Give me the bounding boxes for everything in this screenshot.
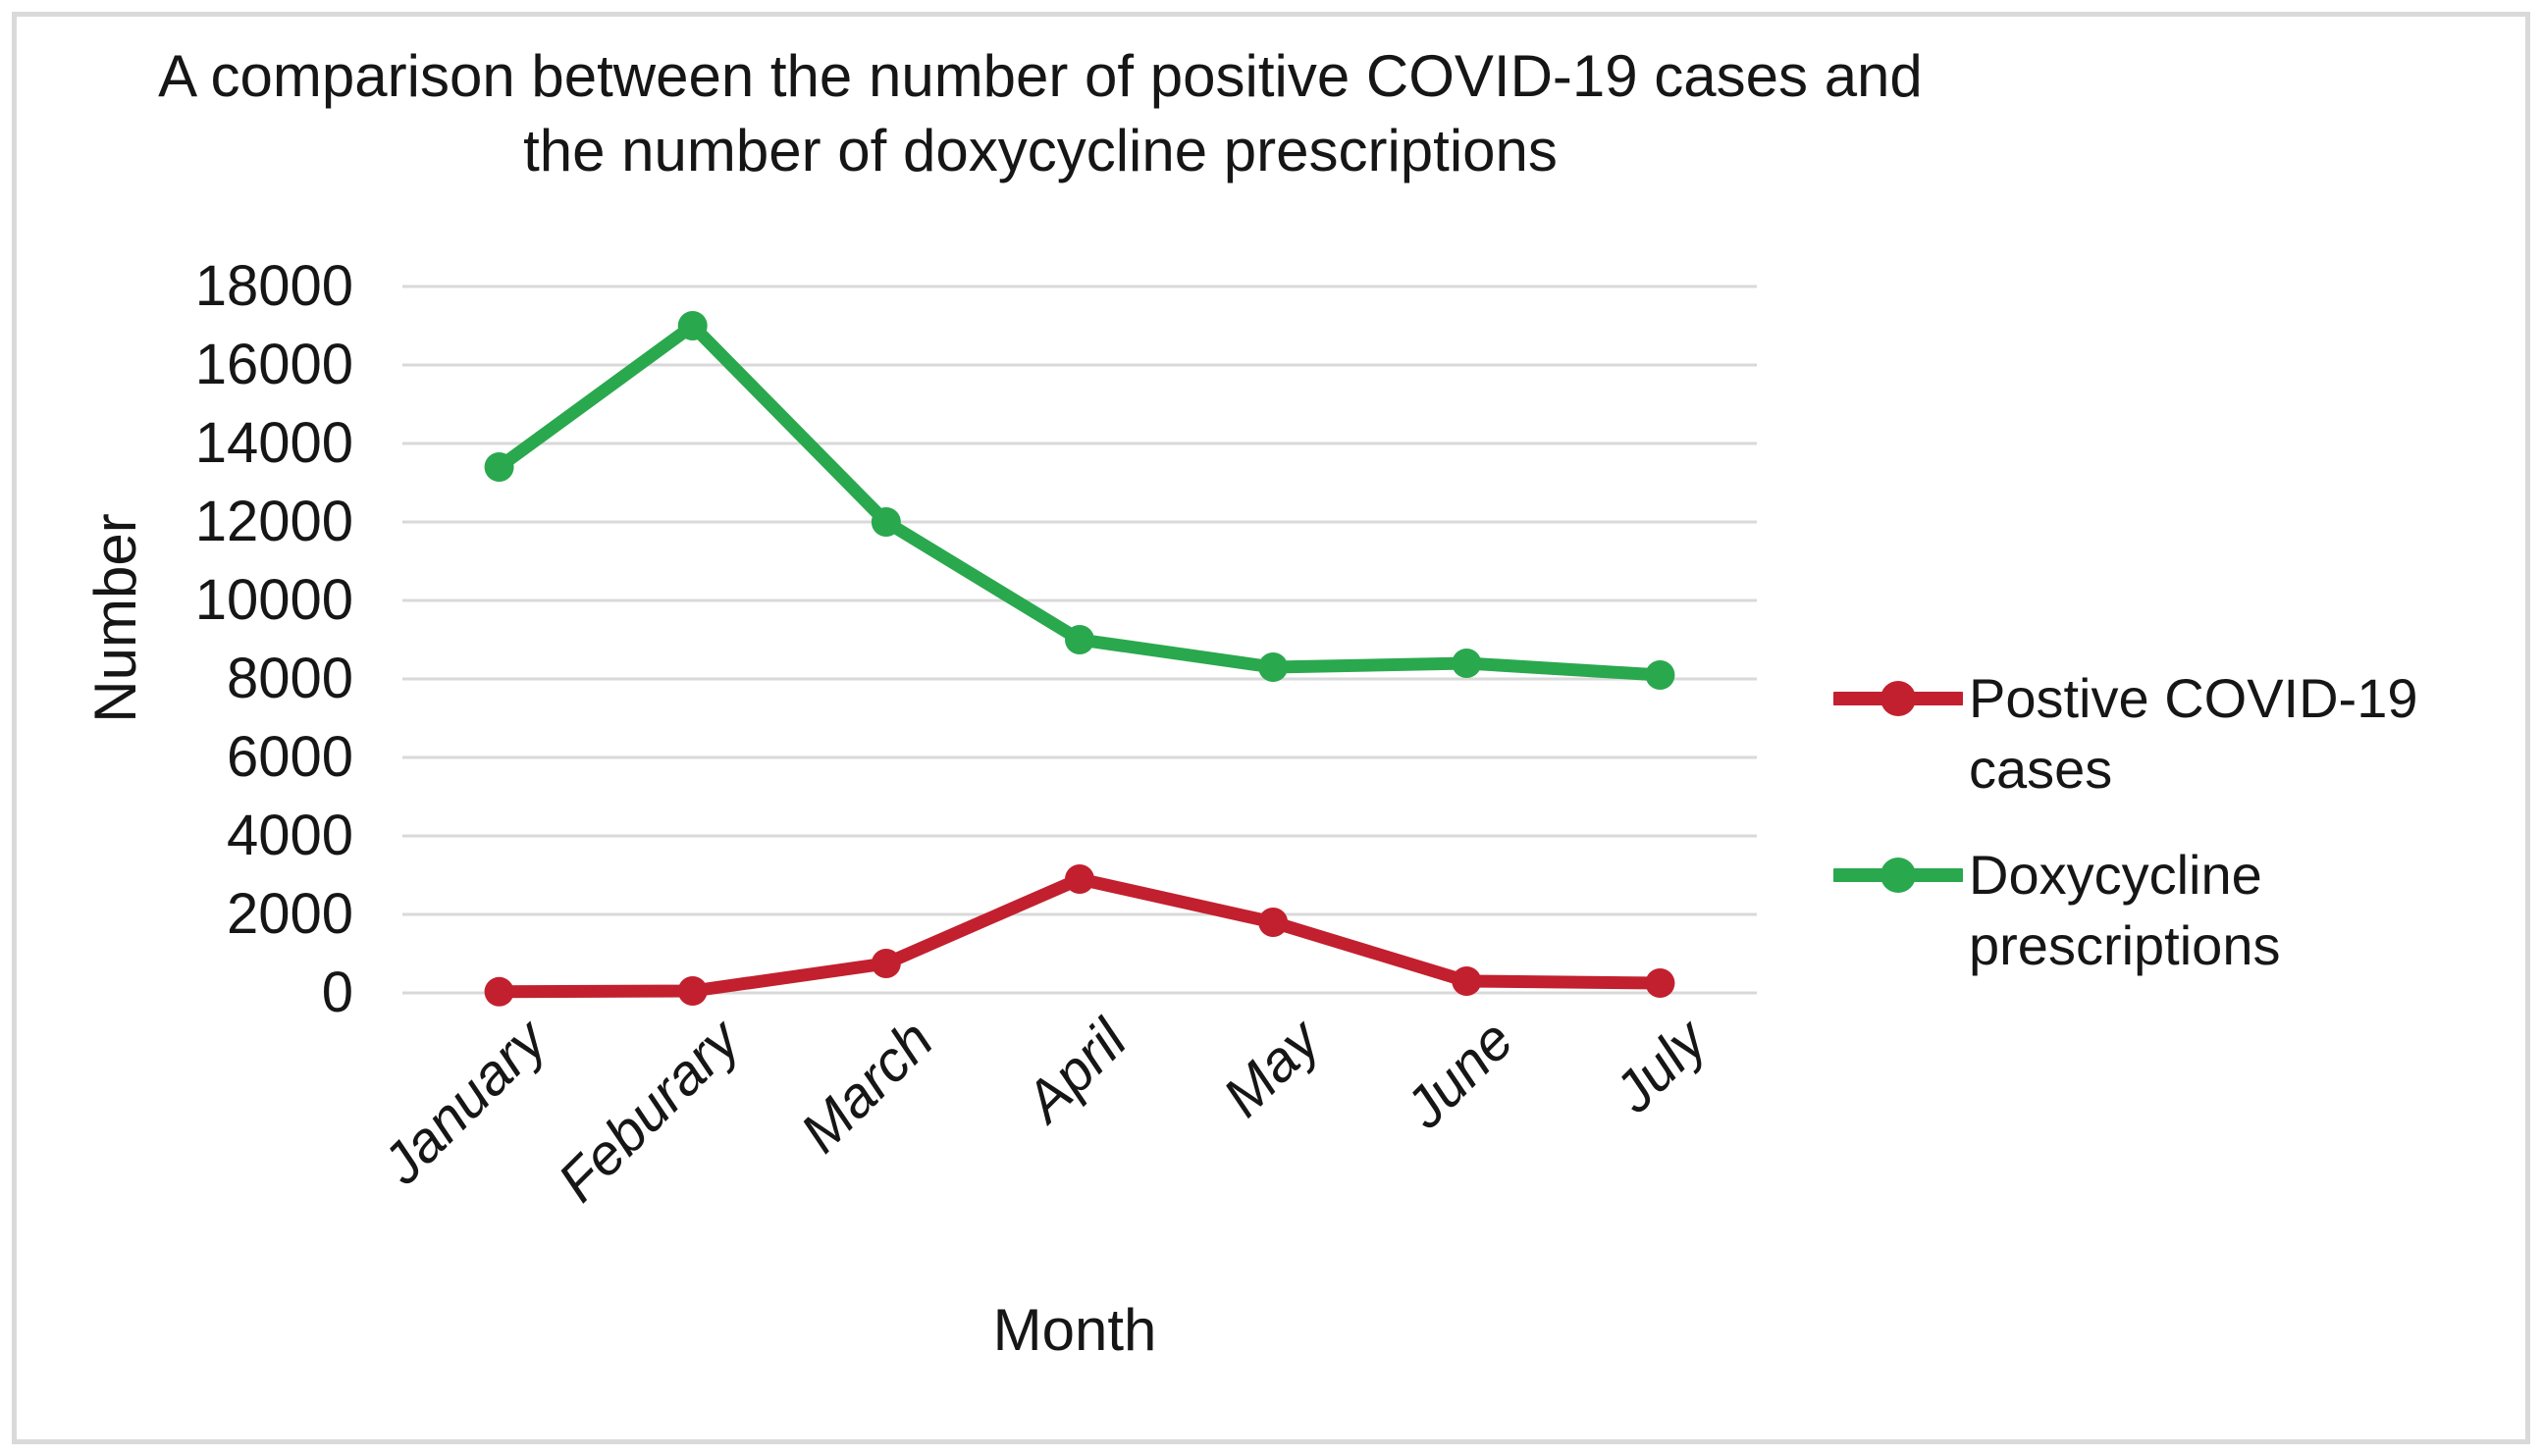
legend-entry-doxycycline-prescriptions: Doxycycline prescriptions	[1828, 840, 2460, 981]
series-line-doxycycline-prescriptions	[493, 319, 1667, 682]
data-point-marker-postive-covid-19-cases	[1645, 968, 1675, 998]
data-point-marker-doxycycline-prescriptions	[677, 311, 708, 340]
data-point-marker-doxycycline-prescriptions	[1645, 660, 1675, 690]
data-point-marker-doxycycline-prescriptions	[1258, 652, 1289, 682]
y-axis-title: Number	[82, 513, 148, 723]
data-point-marker-postive-covid-19-cases	[484, 976, 514, 1007]
y-tick-label: 8000	[226, 647, 353, 710]
figure-border	[12, 12, 2530, 1444]
data-point-marker-doxycycline-prescriptions	[871, 507, 901, 537]
data-point-marker-postive-covid-19-cases	[677, 976, 708, 1006]
chart-title-line-1: A comparison between the number of posit…	[158, 43, 1923, 109]
chart-title: A comparison between the number of posit…	[157, 39, 1924, 188]
legend-marker-icon	[1828, 856, 1968, 895]
chart-title-line-2: the number of doxycycline prescriptions	[523, 118, 1558, 183]
legend: Postive COVID-19 cases Doxycycline prescr…	[1828, 663, 2460, 981]
y-tick-label: 18000	[194, 254, 353, 318]
data-point-marker-postive-covid-19-cases	[1452, 966, 1482, 996]
x-axis-title: Month	[992, 1297, 1157, 1363]
legend-entry-postive-covid-19-cases: Postive COVID-19 cases	[1828, 663, 2460, 805]
legend-label: Postive COVID-19 cases	[1969, 667, 2418, 800]
data-point-marker-postive-covid-19-cases	[871, 949, 901, 978]
y-tick-label: 0	[321, 961, 353, 1024]
series-line-postive-covid-19-cases	[493, 872, 1667, 999]
y-tick-label: 16000	[194, 333, 353, 396]
legend-label: Doxycycline prescriptions	[1969, 844, 2281, 976]
y-tick-label: 10000	[194, 568, 353, 632]
y-tick-label: 4000	[226, 804, 353, 867]
y-tick-label: 6000	[226, 725, 353, 789]
data-point-marker-doxycycline-prescriptions	[484, 452, 514, 482]
y-tick-label: 2000	[226, 882, 353, 946]
data-point-marker-doxycycline-prescriptions	[1452, 649, 1482, 678]
y-tick-label: 12000	[194, 490, 353, 553]
legend-marker-icon	[1828, 679, 1968, 718]
data-point-marker-postive-covid-19-cases	[1258, 908, 1289, 937]
y-tick-label: 14000	[194, 411, 353, 475]
data-point-marker-postive-covid-19-cases	[1065, 864, 1094, 894]
data-point-marker-doxycycline-prescriptions	[1065, 625, 1094, 654]
